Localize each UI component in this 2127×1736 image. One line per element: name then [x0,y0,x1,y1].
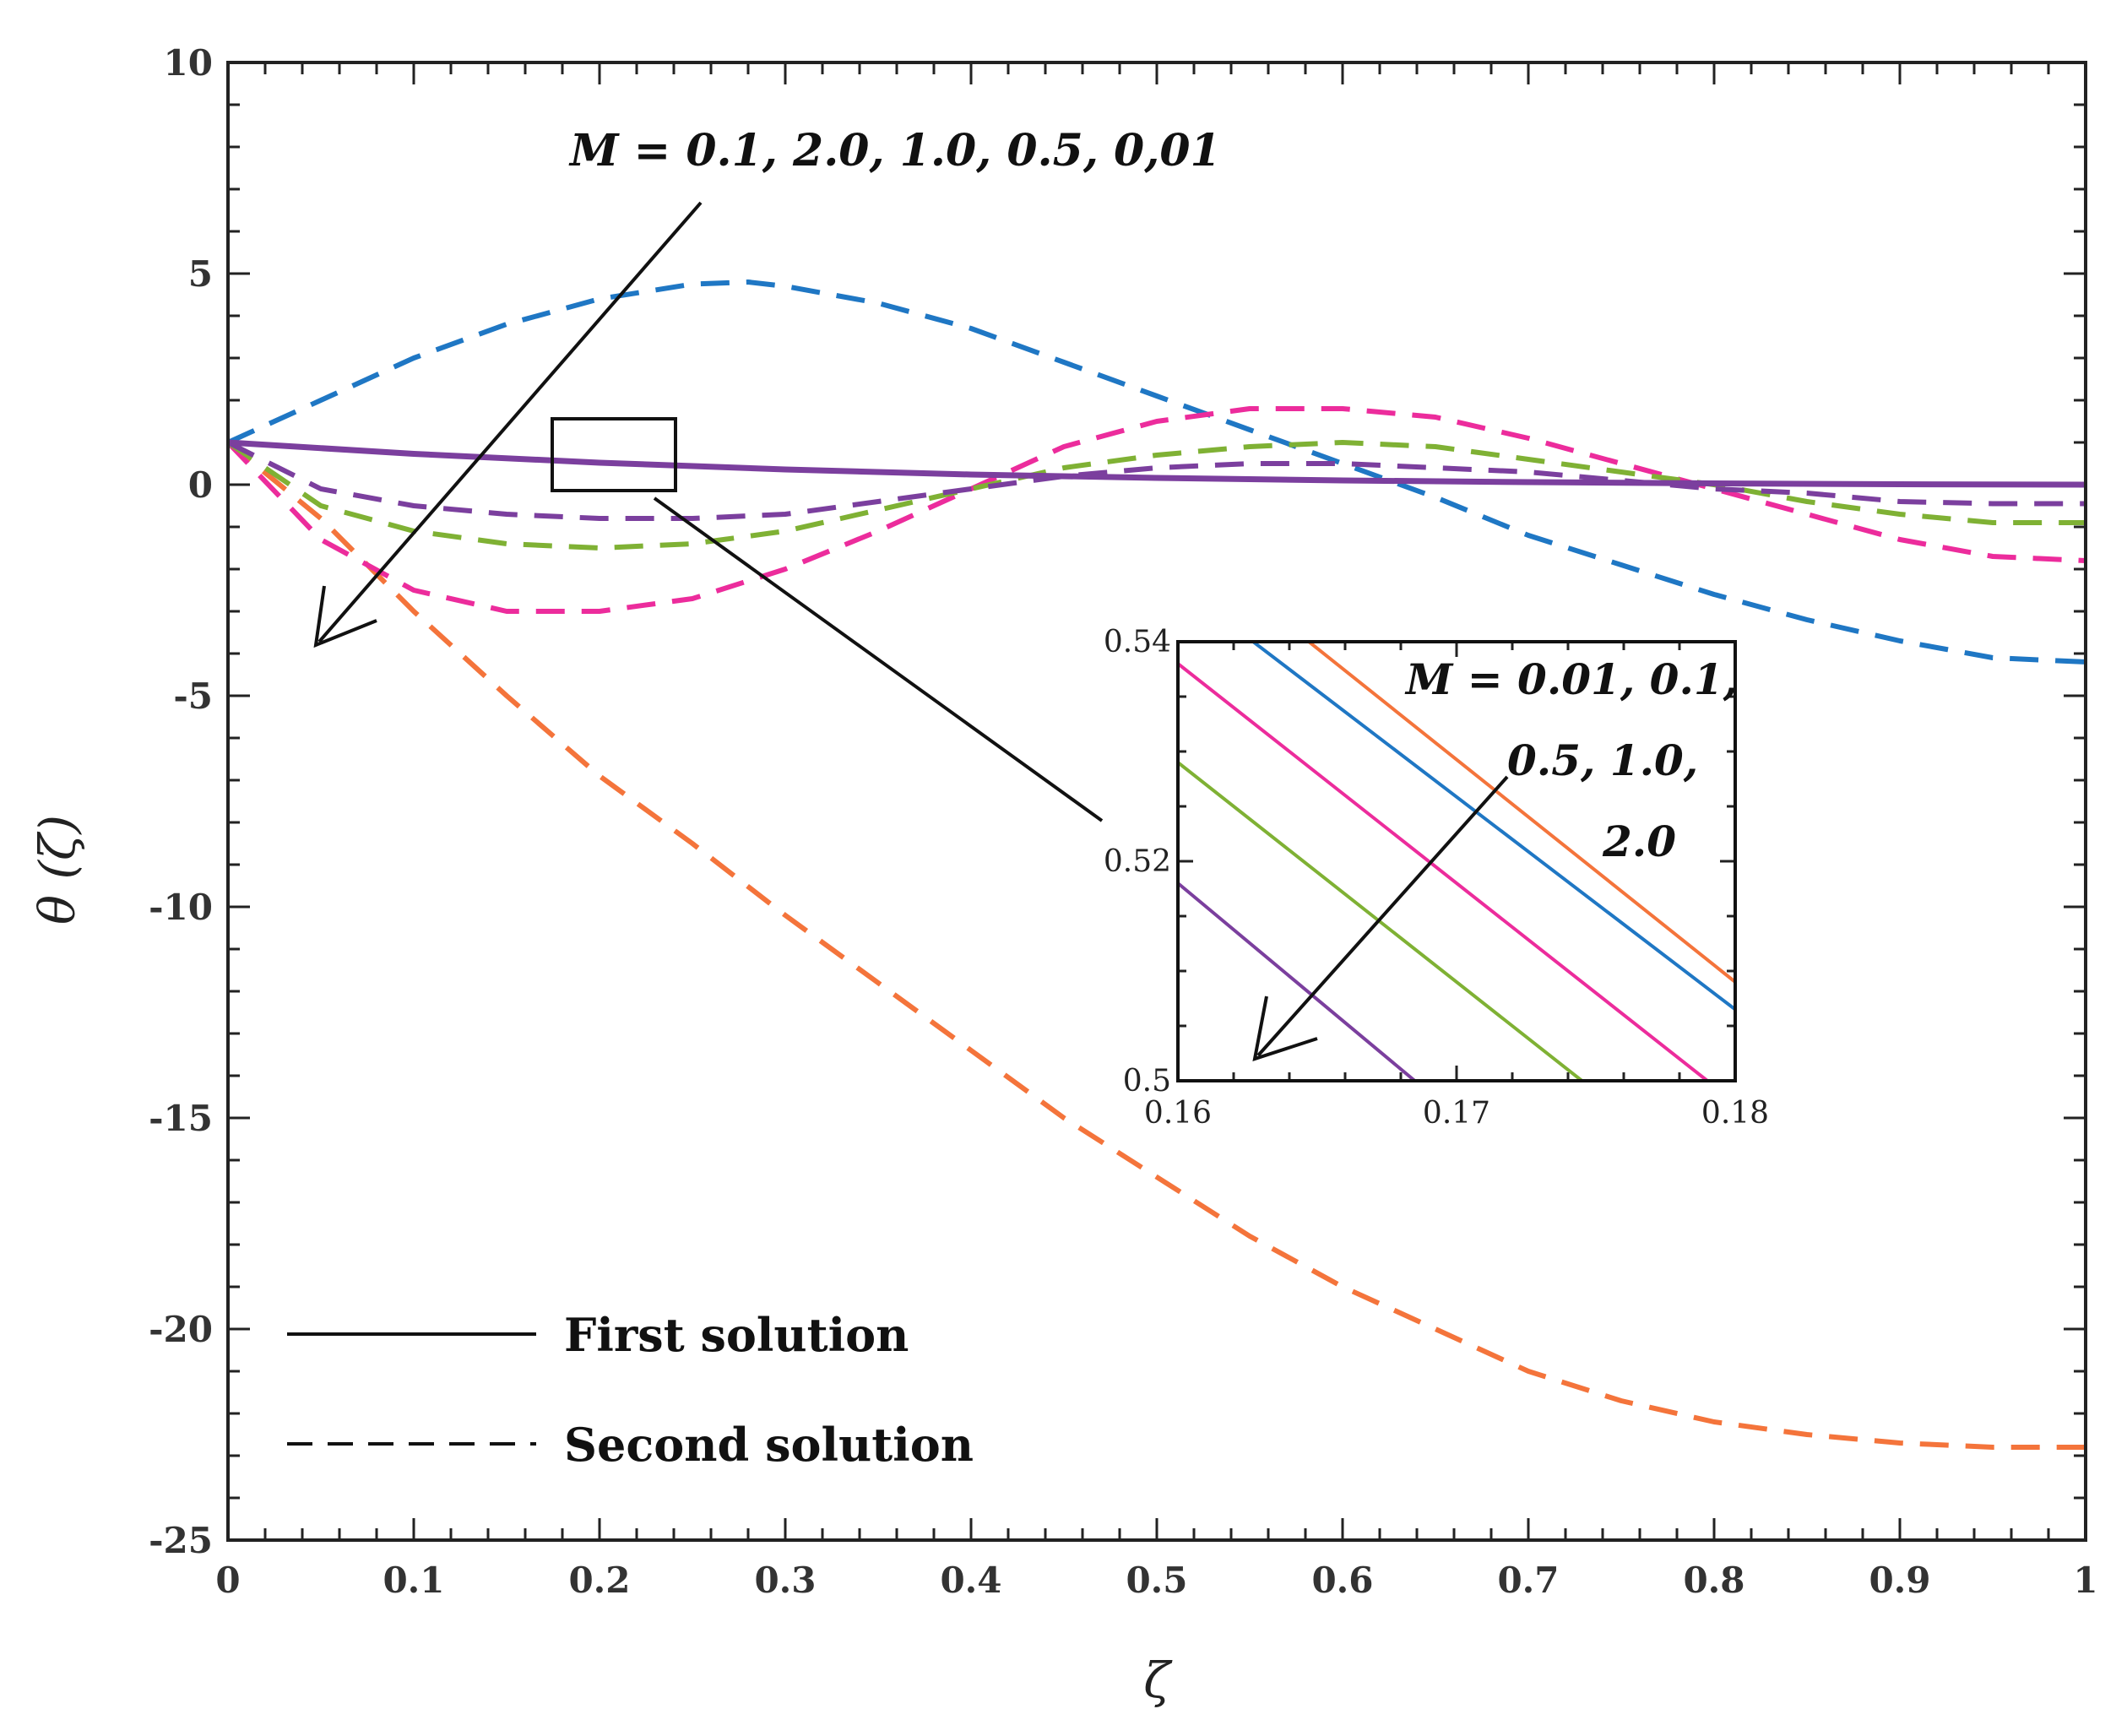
y-tick-label: 5 [188,253,213,295]
inset-x-tick-label: 0.16 [1144,1096,1212,1131]
x-axis-title: ζ [1143,1652,1173,1709]
x-tick-label: 0.5 [1126,1560,1187,1601]
main-tick-labels: 0 0.1 0.2 0.3 0.4 0.5 0.6 0.7 0.8 0.9 1 10 5 0 -5 -10 -1… [149,42,2098,1601]
x-tick-label: 0.4 [940,1560,1001,1601]
y-tick-label: -10 [149,887,213,928]
legend-second-solution: Second solution [564,1418,974,1472]
x-tick-label: 0 [215,1560,240,1601]
inset-y-tick-label: 0.52 [1104,844,1171,879]
inset-series-line [1251,640,1737,1012]
y-tick-label: 0 [188,464,213,506]
x-tick-label: 0.3 [754,1560,816,1601]
inset-annotation-arrowhead [1252,995,1318,1061]
y-tick-label: -20 [149,1309,213,1350]
legend-first-solution: First solution [564,1308,909,1362]
series-line [226,440,2086,1450]
main-annotation-arrowhead [313,585,377,648]
x-tick-label: 1 [2073,1560,2097,1601]
inset-y-tick-label: 0.5 [1123,1064,1171,1099]
main-annotation-arrow-line [317,201,703,643]
series-line [226,440,2086,521]
y-tick-label: -25 [149,1520,213,1561]
series-line [225,406,2086,614]
inset-x-tick-label: 0.18 [1701,1096,1769,1131]
main-series [225,279,2086,1450]
x-tick-label: 0.9 [1869,1560,1930,1601]
inset-series-line [1176,662,1709,1082]
inset-frame [1176,640,1737,1082]
zoom-box [551,417,677,492]
zoom-connector-line [653,496,1104,822]
inset-tick-labels: 0.16 0.17 0.18 0.54 0.52 0.5 [1104,625,1769,1131]
x-tick-label: 0.1 [383,1560,444,1601]
inset-x-tick-label: 0.17 [1423,1096,1490,1131]
y-tick-label: 10 [164,42,213,84]
y-axis-title: θ (ζ) [29,815,86,925]
x-tick-label: 0.6 [1311,1560,1373,1601]
x-tick-label: 0.2 [568,1560,630,1601]
series-line [226,279,2086,665]
series-line [227,439,2086,488]
inset-y-tick-label: 0.54 [1104,625,1171,659]
y-tick-label: -15 [149,1098,213,1139]
inset-series-line [1307,640,1737,984]
inset-background [1178,642,1735,1081]
x-tick-label: 0.7 [1497,1560,1559,1601]
inset-annotation-line-2: 0.5, 1.0, [1507,735,1698,785]
inset-annotation-arrow-line [1256,775,1509,1057]
inset-series-line [1176,882,1416,1082]
main-annotation: M = 0.1, 2.0, 1.0, 0.5, 0,01 [568,125,1221,176]
inset-annotation-line-3: 2.0 [1602,816,1676,866]
series-line [226,440,2086,551]
y-tick-label: -5 [173,675,213,717]
plot-frame [226,61,2087,1542]
x-tick-label: 0.8 [1683,1560,1744,1601]
inset-annotation-line-1: M = 0.01, 0.1, [1404,654,1738,704]
